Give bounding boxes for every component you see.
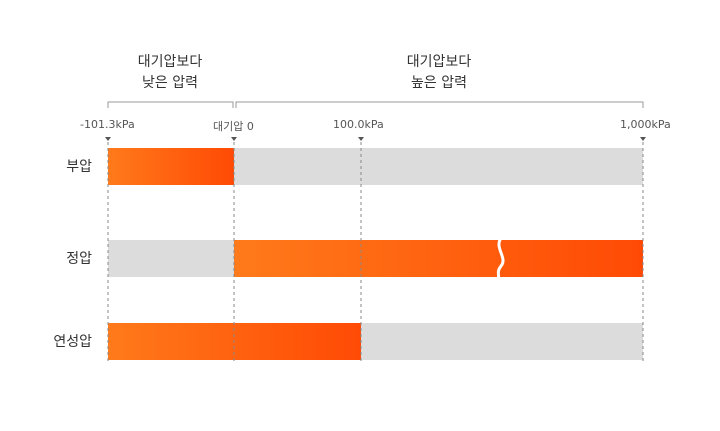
row-label-negative: 부압 [66, 159, 92, 175]
tick-label-mid: 100.0kPa [333, 118, 384, 131]
bracket-positive [235, 101, 644, 108]
tick-label-atm: 대기압 0 [213, 120, 254, 133]
tick-marker-min [105, 137, 111, 141]
bracket-negative [107, 101, 234, 108]
header-negative-line2: 낮은 압력 [142, 75, 198, 91]
tick-label-min: -101.3kPa [80, 118, 135, 131]
tick-marker-max [640, 137, 646, 141]
tick-marker-mid [358, 137, 364, 141]
tick-label-max: 1,000kPa [620, 118, 671, 131]
row-positive-fill [234, 240, 643, 277]
header-negative-pressure: 대기압보다 낮은 압력 [120, 52, 220, 94]
tick-marker-atm [231, 137, 237, 141]
header-positive-line1: 대기압보다 [406, 54, 472, 70]
row-label-positive: 정압 [66, 251, 92, 267]
header-positive-pressure: 대기압보다 높은 압력 [389, 52, 489, 94]
row-negative-fill [108, 148, 234, 185]
row-label-compound: 연성압 [53, 334, 92, 350]
header-negative-line1: 대기압보다 [137, 54, 203, 70]
header-positive-line2: 높은 압력 [411, 75, 467, 91]
scale-break-mark [496, 237, 505, 280]
